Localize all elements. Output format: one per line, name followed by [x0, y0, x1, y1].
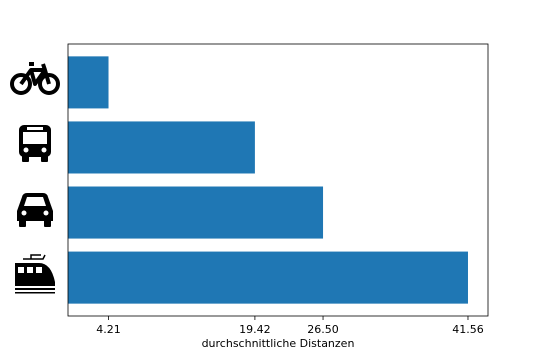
bar — [68, 121, 255, 174]
x-tick-label: 41.56 — [452, 323, 484, 336]
bar — [68, 56, 109, 109]
x-axis-label: durchschnittliche Distanzen — [202, 337, 355, 350]
bicycle-icon — [10, 62, 60, 95]
x-tick-label: 4.21 — [96, 323, 121, 336]
x-tick-label: 26.50 — [307, 323, 339, 336]
plot-frame — [67, 43, 489, 317]
bar — [68, 251, 468, 304]
bus-icon — [19, 125, 51, 162]
bar — [68, 186, 324, 239]
x-tick-label: 19.42 — [239, 323, 271, 336]
car-icon — [17, 193, 53, 227]
train-icon — [15, 254, 55, 294]
